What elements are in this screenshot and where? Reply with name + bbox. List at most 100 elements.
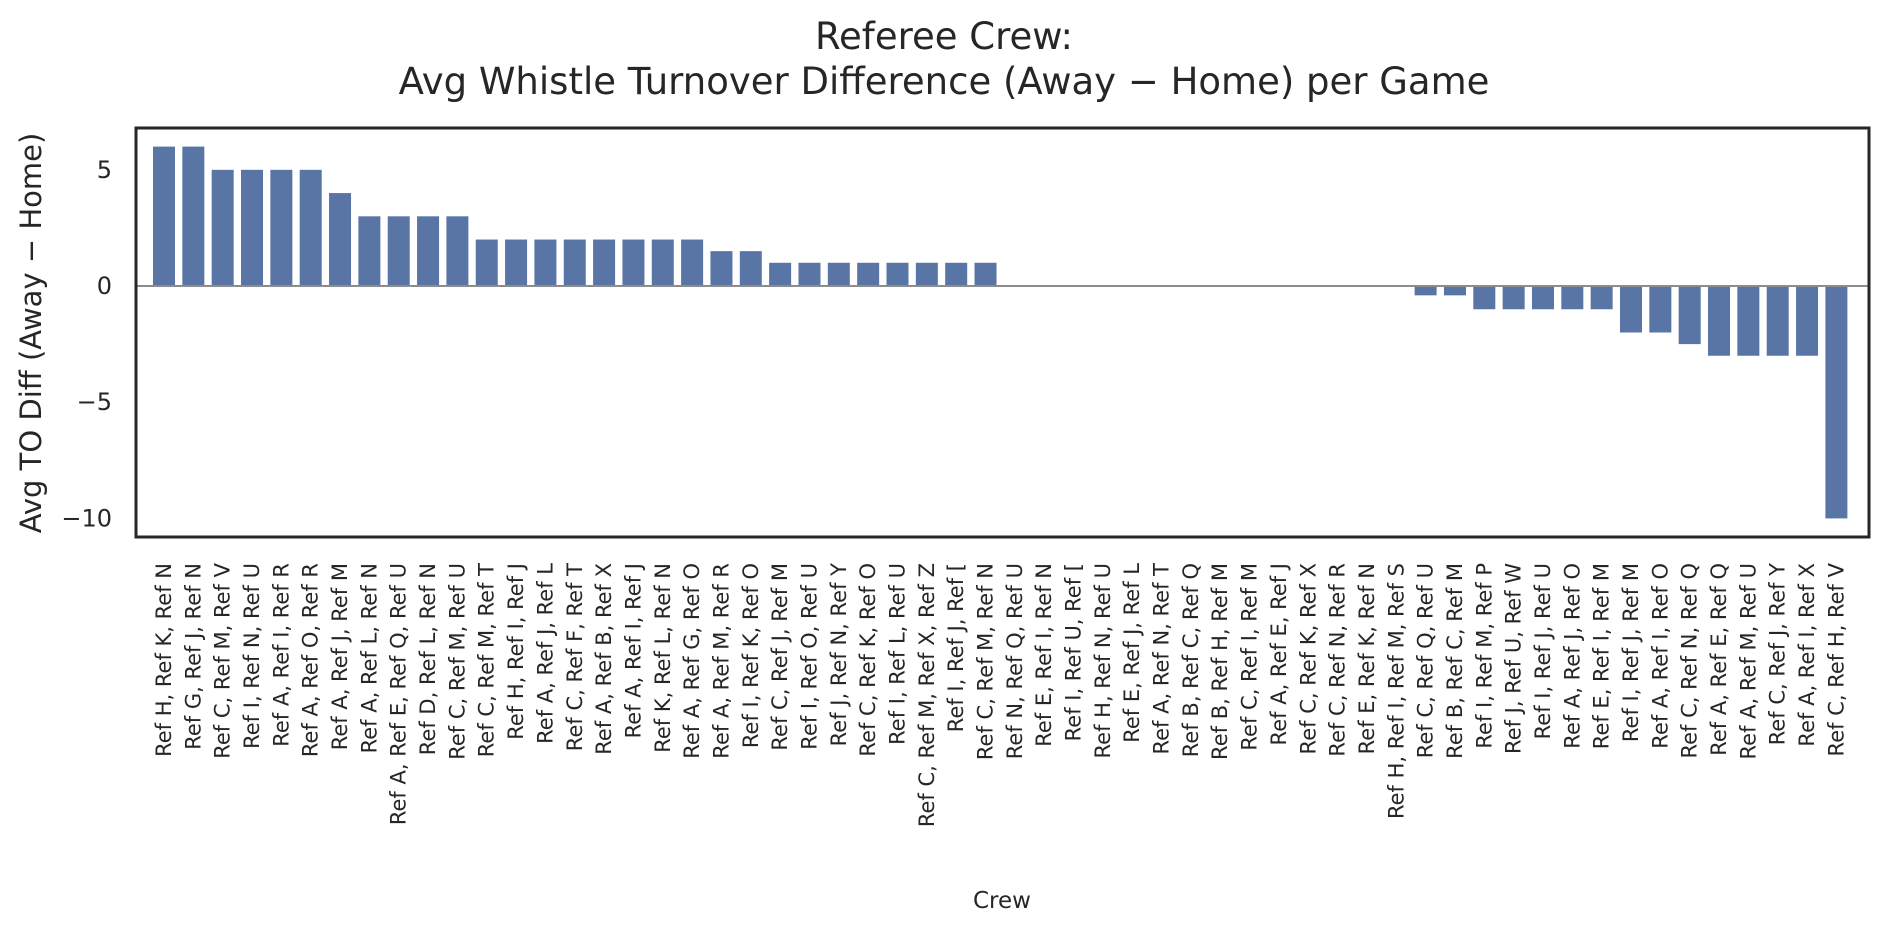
x-tick-label: Ref B, Ref C, Ref Q xyxy=(1179,563,1203,757)
bar xyxy=(769,262,792,287)
x-tick-label: Ref A, Ref J, Ref L xyxy=(533,563,557,744)
bar xyxy=(1620,286,1642,333)
bar xyxy=(534,239,557,287)
x-tick-label: Ref A, Ref M, Ref R xyxy=(709,563,733,759)
bar xyxy=(1825,286,1848,519)
x-tick-label: Ref N, Ref Q, Ref U xyxy=(1003,563,1027,759)
x-tick-label: Ref C, Ref M, Ref N xyxy=(974,563,998,760)
x-tick-label: Ref I, Ref L, Ref U xyxy=(886,563,910,745)
bar xyxy=(446,216,469,287)
bar xyxy=(739,251,762,287)
bar xyxy=(211,169,234,287)
bar xyxy=(1678,286,1701,345)
x-tick-label: Ref E, Ref I, Ref M xyxy=(1590,563,1614,749)
bar xyxy=(915,262,938,287)
x-tick-label: Ref C, Ref M, Ref U xyxy=(445,563,469,760)
x-tick-label: Ref E, Ref I, Ref N xyxy=(1032,563,1056,747)
y-axis-ticks: 5 0 −5 −10 xyxy=(61,156,112,533)
bar xyxy=(329,193,352,287)
bar xyxy=(622,239,645,287)
x-tick-label: Ref I, Ref J, Ref U xyxy=(1531,563,1555,739)
bar xyxy=(358,216,381,287)
x-tick-label: Ref A, Ref E, Ref Q xyxy=(1707,563,1731,756)
x-tick-label: Ref I, Ref K, Ref O xyxy=(739,563,763,748)
bar xyxy=(1561,286,1584,310)
x-tick-label: Ref A, Ref J, Ref O xyxy=(1560,563,1584,749)
x-tick-label: Ref G, Ref J, Ref N xyxy=(181,563,205,750)
x-tick-label: Ref C, Ref Q, Ref U xyxy=(1414,563,1438,758)
x-tick-label: Ref A, Ref N, Ref T xyxy=(1150,563,1174,755)
y-tick-label: −5 xyxy=(77,388,112,416)
x-tick-label: Ref D, Ref L, Ref N xyxy=(416,563,440,755)
x-tick-label: Ref I, Ref U, Ref [ xyxy=(1062,563,1086,741)
x-tick-label: Ref J, Ref N, Ref Y xyxy=(827,563,851,747)
bar xyxy=(299,169,322,287)
x-tick-label: Ref C, Ref N, Ref Q xyxy=(1678,563,1702,759)
bar xyxy=(593,239,616,287)
bar xyxy=(563,239,586,287)
bar xyxy=(153,146,175,287)
bar xyxy=(1708,286,1731,356)
x-tick-label: Ref A, Ref J, Ref M xyxy=(328,563,352,750)
bar xyxy=(710,251,733,287)
bar xyxy=(1502,286,1525,310)
x-tick-label: Ref B, Ref C, Ref M xyxy=(1443,563,1467,759)
bar xyxy=(475,239,498,287)
bar xyxy=(974,262,997,287)
bar xyxy=(1443,286,1466,296)
x-tick-label: Ref I, Ref J, Ref M xyxy=(1619,563,1643,742)
bar xyxy=(1649,286,1672,333)
bar xyxy=(798,262,821,287)
x-tick-label: Ref C, Ref J, Ref M xyxy=(768,563,792,751)
x-tick-label: Ref A, Ref B, Ref X xyxy=(592,563,616,755)
chart-subtitle: Avg Whistle Turnover Difference (Away − … xyxy=(399,60,1490,103)
x-tick-label: Ref E, Ref J, Ref L xyxy=(1120,563,1144,743)
x-tick-label: Ref H, Ref K, Ref N xyxy=(152,563,176,757)
x-tick-label: Ref A, Ref E, Ref J xyxy=(1267,563,1291,745)
bar xyxy=(505,239,528,287)
x-tick-label: Ref H, Ref I, Ref J xyxy=(504,563,528,740)
x-tick-label: Ref A, Ref I, Ref O xyxy=(1648,563,1672,749)
bar xyxy=(1766,286,1789,356)
x-tick-label: Ref C, Ref F, Ref T xyxy=(563,563,587,751)
y-axis-label: Avg TO Diff (Away − Home) xyxy=(14,133,48,534)
x-tick-label: Ref I, Ref M, Ref P xyxy=(1472,563,1496,749)
x-tick-label: Ref I, Ref O, Ref U xyxy=(797,563,821,750)
x-tick-label: Ref C, Ref M, Ref X, Ref Z xyxy=(915,563,939,827)
x-tick-label: Ref C, Ref J, Ref Y xyxy=(1766,563,1790,745)
x-tick-label: Ref A, Ref I, Ref X xyxy=(1795,563,1819,747)
bar xyxy=(1414,286,1437,296)
x-tick-label: Ref C, Ref I, Ref M xyxy=(1238,563,1262,751)
chart-title: Referee Crew: xyxy=(815,15,1073,58)
bar xyxy=(417,216,440,287)
x-axis-ticks: Ref H, Ref K, Ref N Ref G, Ref J, Ref N Re… xyxy=(152,562,1848,827)
bar xyxy=(1473,286,1496,310)
y-tick-label: −10 xyxy=(61,504,112,532)
bar xyxy=(241,169,264,287)
x-tick-label: Ref A, Ref M, Ref U xyxy=(1736,563,1760,759)
x-tick-label: Ref E, Ref K, Ref N xyxy=(1355,563,1379,754)
x-tick-label: Ref I, Ref J, Ref [ xyxy=(944,563,968,732)
x-axis-label: Crew xyxy=(973,888,1031,914)
y-tick-label: 5 xyxy=(97,156,112,184)
bar xyxy=(182,146,205,287)
x-tick-label: Ref A, Ref O, Ref R xyxy=(299,563,323,757)
x-tick-label: Ref H, Ref I, Ref M, Ref S xyxy=(1384,563,1408,819)
bar xyxy=(857,262,880,287)
x-tick-label: Ref C, Ref K, Ref X xyxy=(1296,563,1320,754)
x-tick-label: Ref C, Ref M, Ref V xyxy=(211,562,235,758)
y-tick-label: 0 xyxy=(97,272,112,300)
x-tick-label: Ref A, Ref G, Ref O xyxy=(680,563,704,759)
bar xyxy=(886,262,909,287)
bar xyxy=(651,239,674,287)
bar xyxy=(1531,286,1554,310)
x-tick-label: Ref K, Ref L, Ref N xyxy=(651,563,675,753)
x-tick-label: Ref C, Ref N, Ref R xyxy=(1326,563,1350,757)
bar xyxy=(1737,286,1760,356)
bar-series xyxy=(153,146,1848,519)
x-tick-label: Ref A, Ref E, Ref Q, Ref U xyxy=(387,563,411,825)
x-tick-label: Ref A, Ref I, Ref R xyxy=(269,563,293,747)
x-tick-label: Ref H, Ref N, Ref U xyxy=(1091,563,1115,758)
bar xyxy=(1590,286,1613,310)
